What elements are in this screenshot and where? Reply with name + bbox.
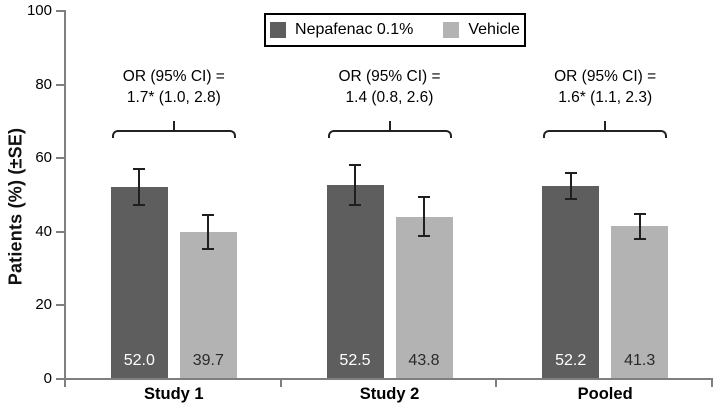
error-bar-cap-bottom bbox=[202, 247, 215, 250]
group-brace-tick bbox=[172, 121, 175, 130]
y-axis-line bbox=[64, 10, 66, 380]
bar-value-label: 52.2 bbox=[555, 352, 587, 369]
x-category-label: Study 2 bbox=[359, 385, 420, 403]
error-bar-cap-bottom bbox=[633, 237, 646, 240]
y-axis-title: Patients (%) (±SE) bbox=[5, 127, 26, 286]
y-tick-label: 40 bbox=[35, 222, 52, 240]
error-bar-cap-top bbox=[202, 213, 215, 216]
x-tick bbox=[64, 378, 66, 387]
group-brace bbox=[327, 130, 452, 138]
legend-entry-vehicle: Vehicle bbox=[443, 21, 520, 39]
bar-vehicle bbox=[611, 226, 669, 378]
error-bar-cap-top bbox=[349, 163, 361, 166]
bar-nepafenac bbox=[542, 185, 600, 378]
x-tick bbox=[711, 378, 713, 387]
y-tick-label: 20 bbox=[35, 296, 52, 314]
error-bar bbox=[207, 214, 210, 249]
or-annotation: OR (95% CI) = 1.7* (1.0, 2.8) bbox=[122, 68, 225, 106]
error-bar bbox=[569, 173, 572, 199]
group-brace-tick bbox=[604, 121, 607, 130]
x-tick bbox=[279, 378, 282, 387]
error-bar-cap-top bbox=[633, 212, 646, 215]
group-brace-tick bbox=[388, 121, 391, 130]
y-tick bbox=[56, 10, 64, 12]
y-tick-label: 100 bbox=[26, 2, 52, 19]
error-bar-cap-bottom bbox=[418, 235, 430, 238]
x-category-label: Study 1 bbox=[144, 385, 204, 403]
group-brace bbox=[543, 130, 668, 138]
bar-vehicle bbox=[179, 231, 237, 378]
bar-value-label: 52.5 bbox=[339, 352, 371, 369]
legend-label-vehicle: Vehicle bbox=[468, 21, 520, 38]
group-brace bbox=[111, 130, 236, 138]
legend-swatch-light bbox=[443, 22, 460, 38]
x-axis-line bbox=[64, 378, 713, 380]
legend-label-nepafenac: Nepafenac 0.1% bbox=[295, 21, 414, 38]
y-tick bbox=[56, 230, 64, 233]
error-bar-cap-bottom bbox=[564, 197, 577, 200]
error-bar bbox=[638, 213, 641, 239]
error-bar-cap-bottom bbox=[349, 204, 361, 207]
error-bar-cap-top bbox=[564, 172, 577, 175]
legend-swatch-dark bbox=[270, 22, 287, 38]
error-bar-cap-top bbox=[418, 196, 430, 199]
y-tick bbox=[56, 304, 64, 307]
y-tick bbox=[56, 378, 64, 380]
bar-value-label: 41.3 bbox=[624, 352, 656, 369]
bar-value-label: 39.7 bbox=[192, 352, 224, 369]
bar-vehicle bbox=[395, 216, 453, 378]
y-tick-label: 60 bbox=[35, 149, 52, 167]
y-tick-label: 80 bbox=[35, 75, 52, 93]
y-tick bbox=[56, 157, 64, 160]
error-bar bbox=[138, 168, 141, 205]
bar-value-label: 52.0 bbox=[123, 352, 155, 369]
y-tick bbox=[56, 83, 64, 86]
error-bar bbox=[423, 197, 425, 237]
bar-nepafenac bbox=[110, 186, 168, 378]
or-annotation: OR (95% CI) = 1.4 (0.8, 2.6) bbox=[338, 68, 441, 106]
bar-value-label: 43.8 bbox=[408, 352, 440, 369]
y-tick-label: 0 bbox=[43, 370, 52, 387]
or-annotation: OR (95% CI) = 1.6* (1.1, 2.3) bbox=[554, 68, 657, 106]
legend-entry-nepafenac: Nepafenac 0.1% bbox=[270, 21, 413, 39]
error-bar-cap-top bbox=[133, 167, 146, 170]
x-tick bbox=[495, 378, 498, 387]
legend: Nepafenac 0.1% Vehicle bbox=[264, 13, 526, 47]
error-bar-cap-bottom bbox=[133, 203, 146, 206]
bar-nepafenac bbox=[326, 184, 384, 378]
x-category-label: Pooled bbox=[577, 385, 633, 403]
error-bar bbox=[354, 164, 356, 206]
